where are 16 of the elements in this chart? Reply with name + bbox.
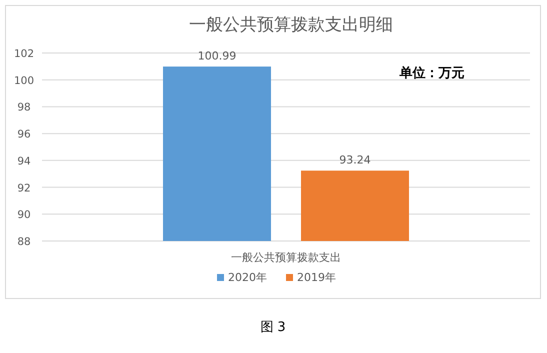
data-label: 100.99 xyxy=(198,50,236,63)
legend-label: 2019年 xyxy=(297,271,336,284)
annotation: 单位：万元 xyxy=(398,65,464,81)
y-tick-label: 98 xyxy=(17,102,31,114)
y-tick-label: 96 xyxy=(17,128,31,141)
data-label: 93.24 xyxy=(339,154,371,167)
y-tick-label: 90 xyxy=(17,209,31,222)
chart-title: 一般公共预算拨款支出明细 xyxy=(189,15,393,35)
y-tick-label: 88 xyxy=(17,236,31,248)
y-tick-label: 92 xyxy=(17,182,31,194)
x-tick-label: 一般公共预算拨款支出 xyxy=(231,251,341,264)
legend-label: 2020年 xyxy=(228,271,267,284)
y-tick-label: 94 xyxy=(17,155,31,168)
caption: 图 3 xyxy=(260,320,286,335)
y-tick-label: 100 xyxy=(14,74,34,87)
y-tick-label: 102 xyxy=(14,48,34,60)
